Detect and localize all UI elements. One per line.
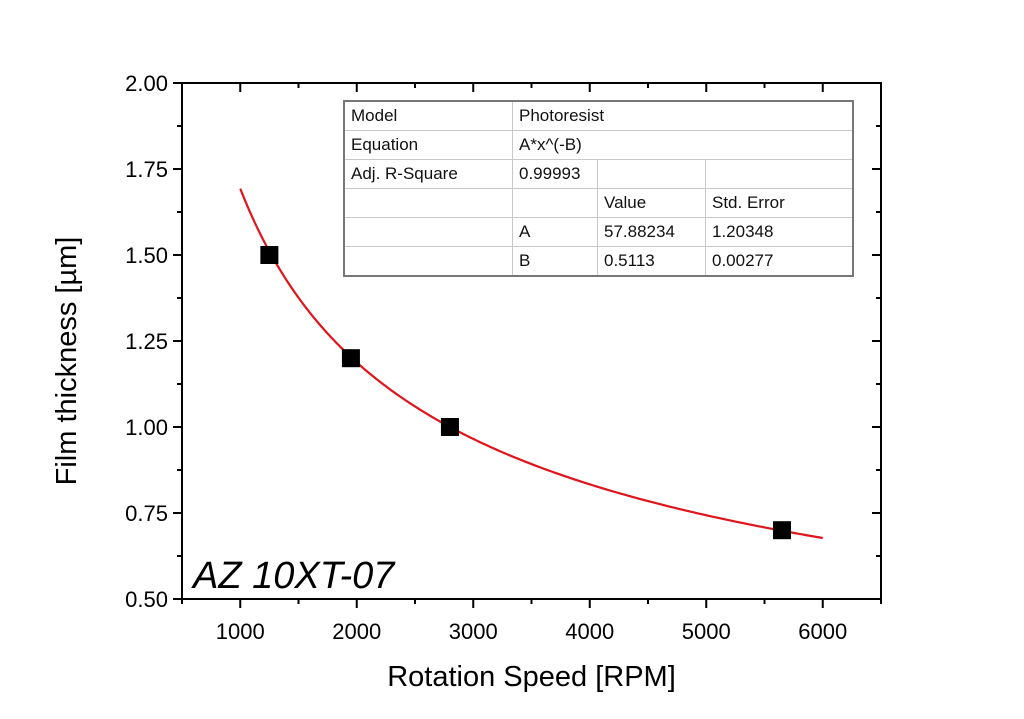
x-tick-label: 6000 — [798, 619, 847, 644]
table-cell: 0.00277 — [705, 246, 854, 277]
x-tick-label: 5000 — [682, 619, 731, 644]
table-cell: Std. Error — [705, 188, 854, 218]
table-cell: B — [512, 246, 598, 277]
table-cell — [597, 159, 706, 189]
fit-results-table: Model Photoresist Equation A*x^(-B) Adj.… — [343, 100, 854, 277]
x-tick-label: 1000 — [216, 619, 265, 644]
table-row: B 0.5113 0.00277 — [343, 246, 854, 277]
table-cell: 0.99993 — [512, 159, 598, 189]
sample-annotation: AZ 10XT-07 — [191, 555, 396, 597]
fit-curve-line — [239, 188, 823, 540]
y-tick-label: 1.25 — [125, 329, 168, 354]
y-tick-label: 2.00 — [125, 71, 168, 96]
x-tick-label: 3000 — [449, 619, 498, 644]
x-axis-title: Rotation Speed [RPM] — [387, 661, 676, 693]
y-tick-label: 1.75 — [125, 157, 168, 182]
table-cell: Equation — [343, 130, 513, 160]
x-tick-label: 4000 — [565, 619, 614, 644]
table-cell — [343, 188, 513, 218]
y-tick-label: 0.50 — [125, 587, 168, 612]
y-tick-label: 0.75 — [125, 501, 168, 526]
table-row: Equation A*x^(-B) — [343, 130, 854, 160]
fit-curve-layer — [239, 188, 823, 540]
y-tick-label: 1.00 — [125, 415, 168, 440]
data-points — [260, 246, 791, 540]
table-row: Value Std. Error — [343, 188, 854, 218]
table-cell: A*x^(-B) — [512, 130, 854, 160]
plot-frame — [181, 82, 882, 600]
table-row: Model Photoresist — [343, 100, 854, 131]
table-row: A 57.88234 1.20348 — [343, 217, 854, 247]
table-cell: 1.20348 — [705, 217, 854, 247]
table-row: Adj. R-Square 0.99993 — [343, 159, 854, 189]
y-axis-title: Film thickness [µm] — [51, 237, 83, 486]
table-cell — [343, 246, 513, 277]
table-cell — [343, 217, 513, 247]
y-tick-label: 1.50 — [125, 243, 168, 268]
table-cell: Model — [343, 100, 513, 131]
tick-labels: 1000 2000 3000 4000 5000 6000 0.50 0.75 1.00 1.25… — [125, 71, 847, 644]
table-cell: Value — [597, 188, 706, 218]
table-cell — [705, 159, 854, 189]
data-point — [341, 349, 360, 368]
table-cell: 0.5113 — [597, 246, 706, 277]
data-point — [260, 246, 279, 264]
data-point — [440, 418, 459, 436]
table-cell: A — [512, 217, 598, 247]
data-point — [772, 521, 791, 540]
table-cell: Adj. R-Square — [343, 159, 513, 189]
table-cell: Photoresist — [512, 100, 854, 131]
table-cell — [512, 188, 598, 218]
table-cell: 57.88234 — [597, 217, 706, 247]
x-tick-label: 2000 — [332, 619, 381, 644]
